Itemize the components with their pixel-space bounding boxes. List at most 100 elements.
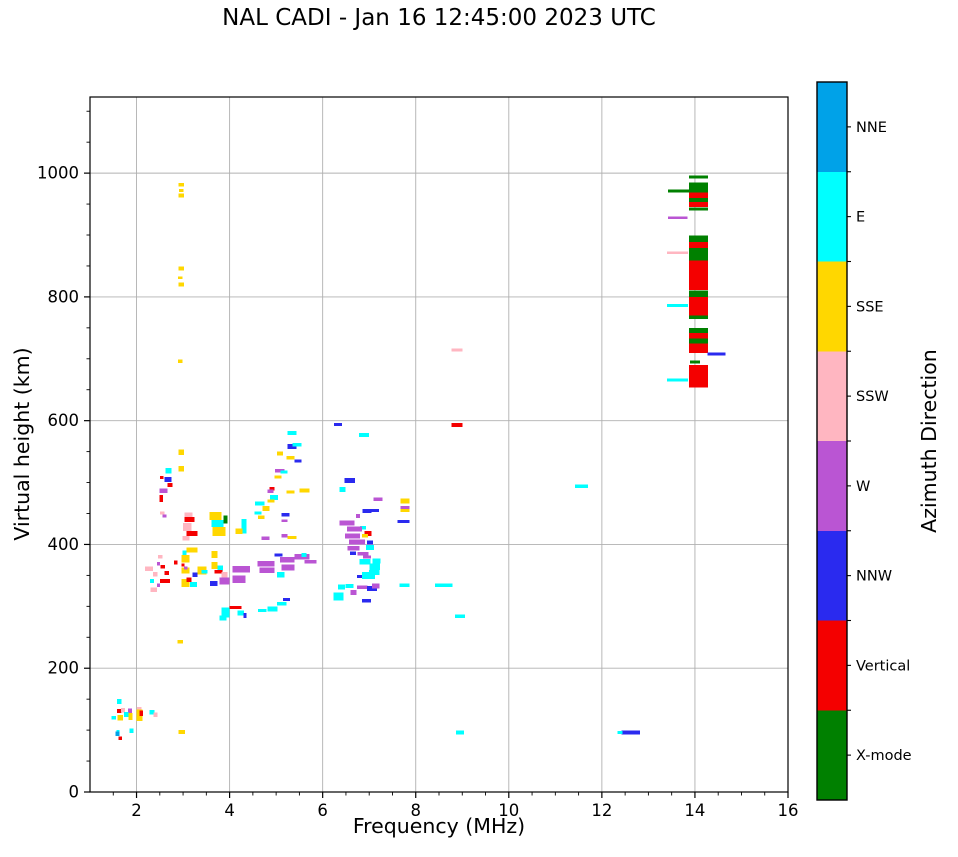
scatter-point (355, 514, 361, 518)
x-tick-label: 4 (224, 801, 235, 820)
scatter-point (373, 497, 383, 502)
scatter-point (178, 183, 184, 187)
scatter-point (184, 566, 188, 570)
colorbar-category-label: W (856, 479, 870, 495)
scatter-point (136, 709, 143, 722)
axes-layer: 2 4 6 8 10 12 14 16 0 200 400 600 800 1000 (37, 96, 799, 820)
scatter-point (219, 577, 230, 585)
x-tick-label: 10 (498, 801, 519, 820)
scatter-point (274, 553, 283, 557)
scatter-point (689, 235, 709, 243)
scatter-point (152, 571, 158, 577)
scatter-point (186, 547, 198, 553)
scatter-point (299, 488, 310, 493)
scatter-point (455, 614, 465, 619)
scatter-point (370, 508, 380, 512)
scatter-point (243, 613, 247, 619)
scatter-point (287, 444, 297, 450)
scatter-point (689, 296, 709, 316)
scatter-point (337, 584, 345, 590)
scatter-point (617, 731, 623, 735)
scatter-point (229, 606, 242, 610)
scatter-point (177, 276, 183, 279)
scatter-point (276, 571, 285, 578)
scatter-point (254, 501, 265, 506)
scatter-point (361, 599, 371, 603)
scatter-point (165, 468, 172, 474)
scatter-point (286, 455, 295, 460)
plot-border (89, 96, 789, 793)
scatter-point (371, 583, 380, 589)
scatter-point (369, 563, 380, 570)
colorbar-category-label: X-mode (856, 748, 912, 764)
scatter-point (358, 433, 370, 437)
scatter-point (359, 558, 371, 565)
scatter-point (301, 553, 307, 557)
scatter-point (212, 527, 226, 536)
scatter-point (364, 530, 372, 536)
scatter-point (150, 578, 154, 584)
colorbar-category-label: Vertical (856, 658, 910, 674)
scatter-point (621, 730, 640, 735)
scatter-point (182, 550, 187, 559)
scatter-point (178, 282, 184, 287)
scatter-point (689, 333, 709, 339)
scatter-point (689, 192, 709, 199)
scatter-point (167, 483, 173, 487)
scatter-point (349, 551, 356, 555)
x-tick-label: 16 (778, 801, 799, 820)
scatter-point (223, 515, 228, 524)
scatter-point (292, 442, 302, 447)
y-tick-label: 1000 (37, 164, 79, 183)
scatter-point (372, 558, 381, 564)
scatter-point (689, 207, 709, 211)
scatter-point (362, 555, 371, 559)
scatter-point (124, 712, 129, 718)
scatter-point (281, 564, 295, 571)
scatter-point (257, 515, 265, 519)
scatter-point (400, 498, 410, 504)
scatter-point (689, 175, 709, 179)
colorbar-category-label: NNE (856, 120, 887, 136)
scatter-point (257, 560, 275, 567)
scatter-point (192, 572, 198, 577)
scatter-point (287, 431, 297, 435)
scatter-point (689, 202, 709, 208)
colorbar-label: Azimuth Direction (917, 349, 941, 533)
scatter-point (333, 592, 344, 601)
scatter-point (339, 486, 346, 492)
scatter-point (182, 523, 192, 532)
scatter-point (117, 709, 122, 713)
scatter-point (346, 526, 362, 532)
scatter-point (241, 526, 247, 534)
scatter-point (211, 520, 224, 527)
scatter-point (178, 188, 184, 192)
scatter-point (156, 561, 161, 566)
scatter-point (257, 609, 267, 613)
scatter-point (689, 260, 709, 291)
scatter-point (178, 729, 185, 735)
scatter-point (668, 216, 688, 219)
scatter-point (189, 582, 197, 588)
scatter-point (574, 484, 588, 489)
colorbar-segment-NNW (817, 530, 847, 621)
scatter-point (689, 248, 709, 261)
scatter-point (689, 364, 709, 388)
scatter-point (435, 583, 453, 588)
scatter-point (259, 567, 275, 574)
scatter-point (160, 564, 165, 569)
scatter-point (267, 499, 275, 503)
scatter-point (162, 514, 167, 518)
colorbar-segment-NNE (817, 82, 847, 173)
scatter-point (149, 709, 155, 715)
colorbar: NNE E SSE SSW W NNW Vertical X-mode (816, 81, 912, 801)
scatter-point (186, 577, 192, 582)
colorbar-segment-E (817, 171, 847, 262)
scatter-point (129, 728, 134, 733)
scatter-point (347, 545, 360, 551)
scatter-point (667, 378, 689, 382)
scatter-point (276, 451, 283, 456)
scatter-point (294, 459, 302, 463)
colorbar-segment-X (817, 710, 847, 801)
